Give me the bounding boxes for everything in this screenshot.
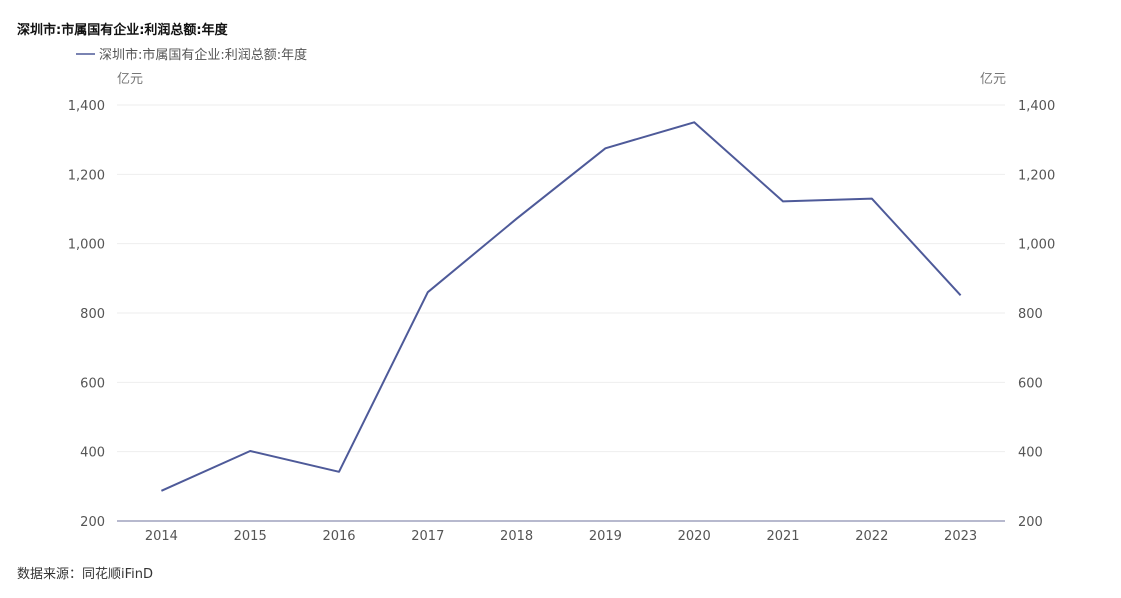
series-layer xyxy=(159,120,963,493)
series-line[interactable] xyxy=(160,121,962,492)
y-tick-label-left: 200 xyxy=(80,515,105,530)
data-point[interactable] xyxy=(159,489,163,493)
data-point[interactable] xyxy=(959,293,963,297)
data-point[interactable] xyxy=(426,290,430,294)
legend-label[interactable]: 深圳市:市属国有企业:利润总额:年度 xyxy=(99,47,307,63)
y-axis-right-ticks: 200 400 600 800 1,000 1,200 1,400 xyxy=(1018,99,1055,530)
y-axis-left-ticks: 200 400 600 800 1,000 1,200 1,400 xyxy=(68,99,105,530)
data-point[interactable] xyxy=(603,146,607,150)
x-tick-label: 2020 xyxy=(678,529,711,544)
y-tick-label-left: 1,000 xyxy=(68,238,105,253)
legend[interactable]: 深圳市:市属国有企业:利润总额:年度 xyxy=(76,47,307,63)
x-tick-label: 2018 xyxy=(500,529,533,544)
x-tick-label: 2023 xyxy=(944,529,977,544)
y-tick-label-right: 1,000 xyxy=(1018,238,1055,253)
y-axis-left-unit: 亿元 xyxy=(117,72,143,87)
x-tick-label: 2015 xyxy=(234,529,267,544)
y-tick-label-left: 600 xyxy=(80,376,105,391)
y-tick-label-left: 800 xyxy=(80,307,105,322)
x-tick-label: 2019 xyxy=(589,529,622,544)
data-point[interactable] xyxy=(870,197,874,201)
data-point[interactable] xyxy=(248,449,252,453)
chart-title: 深圳市:市属国有企业:利润总额:年度 xyxy=(17,23,228,38)
y-axis-right-unit: 亿元 xyxy=(980,72,1006,87)
data-point[interactable] xyxy=(337,470,341,474)
y-tick-label-left: 1,400 xyxy=(68,99,105,114)
x-tick-label: 2017 xyxy=(411,529,444,544)
x-tick-label: 2022 xyxy=(855,529,888,544)
x-tick-label: 2021 xyxy=(766,529,799,544)
y-tick-label-right: 600 xyxy=(1018,376,1043,391)
y-tick-label-right: 1,400 xyxy=(1018,99,1055,114)
data-point[interactable] xyxy=(692,120,696,124)
y-tick-label-right: 200 xyxy=(1018,515,1043,530)
y-tick-label-left: 400 xyxy=(80,446,105,461)
gridlines xyxy=(117,104,1005,453)
x-tick-label: 2014 xyxy=(145,529,178,544)
y-tick-label-right: 800 xyxy=(1018,307,1043,322)
x-axis-ticks: 2014 2015 2016 2017 2018 2019 2020 2021 2022 2023 xyxy=(145,529,977,544)
data-point[interactable] xyxy=(515,217,519,221)
x-tick-label: 2016 xyxy=(322,529,355,544)
data-point[interactable] xyxy=(781,199,785,203)
y-tick-label-left: 1,200 xyxy=(68,168,105,183)
y-tick-label-right: 400 xyxy=(1018,446,1043,461)
y-tick-label-right: 1,200 xyxy=(1018,168,1055,183)
data-source-note: 数据来源：同花顺iFinD xyxy=(17,567,154,582)
